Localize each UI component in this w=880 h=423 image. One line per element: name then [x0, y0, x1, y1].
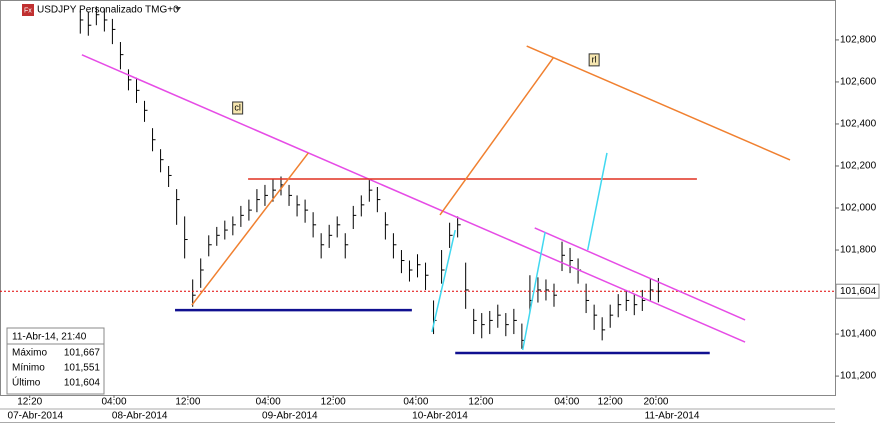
plot-frame	[0, 0, 836, 396]
icon-glyph: Fx	[24, 7, 32, 14]
drawing-line	[439, 57, 554, 216]
y-tick-label: 101,400	[840, 329, 877, 340]
y-tick-label: 102,200	[840, 161, 877, 172]
drawing-line	[431, 229, 456, 333]
annotation-box	[588, 53, 600, 67]
annotation-box	[232, 101, 244, 115]
drawing-line	[191, 152, 309, 306]
x-tick-label: 04:00	[554, 397, 579, 408]
y-tick-label: 102,800	[840, 35, 877, 46]
drawing-line	[586, 152, 608, 251]
info-key: Mínimo	[12, 363, 45, 374]
info-date: 11-Abr-14, 21:40	[12, 332, 87, 343]
last-price-box	[835, 283, 880, 299]
x-tick-label: 04:00	[403, 397, 428, 408]
annotation-label: rl	[592, 54, 597, 64]
y-tick-label: 101,200	[840, 371, 877, 382]
drawing-line	[521, 231, 546, 351]
x-tick-label: 12:00	[321, 397, 346, 408]
y-axis-area	[836, 0, 880, 423]
drawing-line	[526, 45, 791, 161]
x-tick-label: 04:00	[256, 397, 281, 408]
annotation-label: cl	[234, 102, 241, 112]
y-tick-label: 102,600	[840, 77, 877, 88]
info-value: 101,604	[64, 378, 101, 389]
chart-title: USDJPY Personalizado TMG+0	[37, 5, 179, 16]
info-key: Máximo	[12, 348, 47, 359]
date-tick-label: 11-Abr-2014	[645, 411, 700, 422]
x-tick-label: 20:00	[643, 397, 668, 408]
drawing-line	[534, 227, 746, 321]
y-tick-label: 102,400	[840, 119, 877, 130]
y-tick-label: 102,000	[840, 203, 877, 214]
info-key: Último	[12, 376, 41, 389]
info-box	[6, 327, 105, 395]
x-tick-label: 12:00	[598, 397, 623, 408]
y-tick-label: 101,800	[840, 245, 877, 256]
date-tick-label: 07-Abr-2014	[8, 411, 64, 422]
dropdown-arrow[interactable]	[175, 7, 181, 11]
x-tick-label: 12:00	[468, 397, 493, 408]
date-tick-label: 09-Abr-2014	[262, 411, 318, 422]
date-tick-label: 08-Abr-2014	[112, 411, 168, 422]
x-tick-label: 04:00	[101, 397, 126, 408]
symbol-icon	[22, 4, 34, 16]
drawing-line	[81, 54, 746, 343]
info-value: 101,551	[64, 363, 101, 374]
date-tick-label: 10-Abr-2014	[412, 411, 468, 422]
x-tick-label: 12:20	[17, 397, 42, 408]
last-price-label: 101,604	[840, 286, 877, 297]
info-value: 101,667	[64, 348, 101, 359]
layer: cl rl	[0, 6, 835, 355]
x-tick-label: 12:00	[175, 397, 200, 408]
